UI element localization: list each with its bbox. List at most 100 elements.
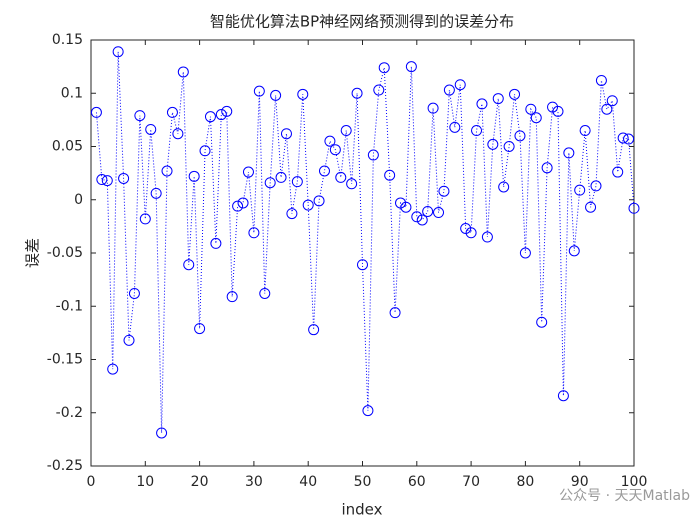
y-tick-label: -0.25	[47, 458, 83, 474]
data-point	[519, 247, 531, 259]
data-point	[590, 180, 602, 192]
data-point	[530, 112, 542, 124]
data-point	[112, 46, 124, 58]
data-point	[150, 187, 162, 199]
data-point	[302, 199, 314, 211]
data-point	[156, 427, 168, 439]
data-point	[280, 128, 292, 140]
data-point	[422, 205, 434, 217]
data-point	[96, 174, 108, 186]
data-point	[525, 103, 537, 115]
data-point	[465, 227, 477, 239]
data-point	[438, 185, 450, 197]
data-point	[242, 166, 254, 178]
data-point	[194, 323, 206, 335]
data-point	[487, 138, 499, 150]
x-tick-label: 100	[621, 474, 648, 490]
data-point	[449, 121, 461, 133]
data-point	[204, 111, 216, 123]
data-point	[557, 390, 569, 402]
data-point	[362, 405, 374, 417]
data-point	[237, 197, 249, 209]
data-point	[297, 88, 309, 100]
data-point	[514, 130, 526, 142]
data-point	[101, 175, 113, 187]
data-point	[264, 177, 276, 189]
data-point	[139, 213, 151, 225]
data-point	[318, 165, 330, 177]
data-point	[617, 132, 629, 144]
y-tick-label: -0.1	[56, 298, 83, 314]
data-point	[612, 166, 624, 178]
data-point	[541, 162, 553, 174]
y-axis-label: 误差	[24, 238, 42, 268]
data-point	[405, 61, 417, 73]
data-point	[313, 195, 325, 207]
data-point	[128, 287, 140, 299]
x-tick-label: 50	[354, 474, 372, 490]
data-point	[351, 87, 363, 99]
data-point	[454, 79, 466, 91]
data-point	[253, 85, 265, 97]
data-point	[384, 169, 396, 181]
data-point	[373, 84, 385, 96]
y-tick-label: 0.1	[61, 85, 83, 101]
data-point	[177, 66, 189, 78]
x-axis-label: index	[341, 501, 382, 519]
chart-title: 智能优化算法BP神经网络预测得到的误差分布	[210, 13, 514, 31]
data-point	[107, 363, 119, 375]
data-point	[286, 208, 298, 220]
data-point	[183, 259, 195, 271]
data-point	[291, 176, 303, 188]
data-point	[416, 214, 428, 226]
data-point	[481, 231, 493, 243]
y-tick-label: 0	[74, 192, 83, 208]
data-point	[492, 93, 504, 105]
data-point	[123, 334, 135, 346]
data-point	[585, 201, 597, 213]
data-point	[389, 307, 401, 319]
data-point	[248, 227, 260, 239]
data-point	[536, 316, 548, 328]
data-point	[166, 106, 178, 118]
x-tick-label: 80	[516, 474, 534, 490]
x-tick-label: 40	[299, 474, 317, 490]
data-point	[601, 103, 613, 115]
x-tick-label: 90	[571, 474, 589, 490]
data-point	[498, 181, 510, 193]
data-point	[433, 207, 445, 219]
data-point	[210, 237, 222, 249]
data-point	[232, 200, 244, 212]
data-point	[335, 171, 347, 183]
data-point	[378, 62, 390, 74]
data-point	[340, 125, 352, 137]
data-point	[563, 147, 575, 159]
data-point	[623, 133, 635, 145]
data-point	[329, 144, 341, 156]
data-point	[595, 74, 607, 86]
data-point	[411, 211, 423, 223]
data-point	[172, 128, 184, 140]
data-point	[552, 105, 564, 117]
data-point	[443, 84, 455, 96]
x-tick-label: 70	[462, 474, 480, 490]
data-point	[606, 95, 618, 107]
data-point	[574, 184, 586, 196]
data-point	[324, 135, 336, 147]
data-point	[275, 171, 287, 183]
y-tick-label: -0.15	[47, 352, 83, 368]
y-tick-label: 0.05	[52, 139, 83, 155]
x-tick-label: 30	[245, 474, 263, 490]
data-point	[199, 145, 211, 157]
data-point	[628, 202, 640, 214]
data-point	[476, 98, 488, 110]
data-point	[308, 324, 320, 336]
data-point	[427, 102, 439, 114]
data-point	[503, 141, 515, 152]
data-point	[221, 105, 233, 117]
y-tick-label: 0.15	[52, 32, 83, 48]
data-point	[357, 259, 368, 271]
data-point	[579, 125, 591, 137]
